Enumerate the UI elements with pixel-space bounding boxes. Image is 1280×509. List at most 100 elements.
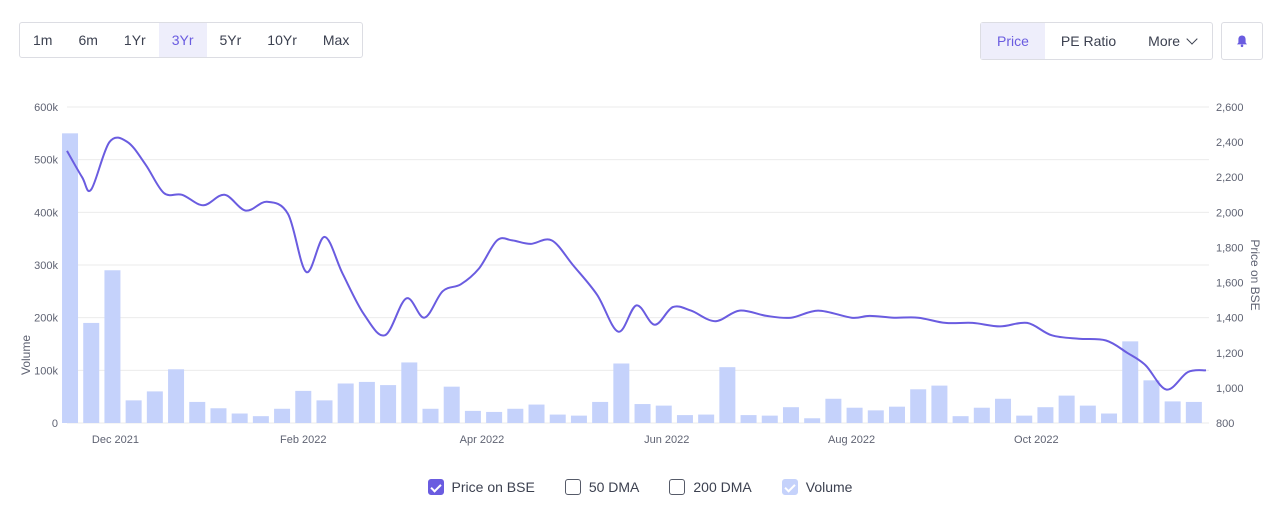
volume-bar [231,413,248,423]
more-label: More [1148,33,1181,49]
y-right-tick-label: 2,600 [1216,102,1244,114]
range-1yr-button[interactable]: 1Yr [123,32,146,48]
volume-bar [995,398,1012,423]
volume-bar [1079,405,1096,423]
volume-bar [401,362,418,423]
y-right-tick-label: 1,800 [1216,242,1244,254]
y-right-tick-label: 1,200 [1216,348,1244,360]
y-left-axis-label: Volume [19,335,33,375]
range-3yr-button[interactable]: 3Yr [158,23,207,57]
range-1m-button[interactable]: 1m [33,32,53,48]
volume-axis: 0 100k 200k 300k 400k 500k 600k [34,102,58,430]
legend-200-dma[interactable]: 200 DMA [669,479,752,495]
volume-bar [719,367,736,423]
x-tick-label: Apr 2022 [460,434,505,446]
price-axis: 800 1,000 1,200 1,400 1,600 1,800 2,000 2,200 2,… [1216,102,1244,430]
bell-icon [1237,35,1247,48]
y-right-tick-label: 800 [1216,418,1234,430]
volume-bar [570,415,587,423]
volume-bar [358,381,375,423]
volume-bar [210,408,227,423]
volume-bar [1122,341,1139,423]
volume-bar [1016,415,1033,423]
range-max-button[interactable]: Max [322,32,350,48]
volume-bar [931,385,948,423]
dma200-checkbox[interactable] [669,479,686,495]
volume-bar [337,383,354,423]
y-left-tick-label: 200k [34,313,58,325]
volume-checkbox[interactable] [781,479,798,495]
volume-bar [973,407,990,423]
volume-bar [825,398,842,423]
range-5yr-button[interactable]: 5Yr [219,32,242,48]
y-right-tick-label: 2,000 [1216,207,1244,219]
volume-bar [189,401,206,423]
volume-bar [528,404,545,423]
volume-bar [443,386,460,423]
legend-label: 200 DMA [693,479,752,495]
volume-bar [804,418,821,423]
volume-bar [1101,413,1118,423]
volume-bar [1185,401,1202,423]
volume-bar [761,415,778,423]
price-volume-chart: 0 100k 200k 300k 400k 500k 600k 800 1,000 1,200 1… [19,102,1262,446]
volume-bar [1164,401,1181,423]
volume-bar [867,410,884,423]
y-left-tick-label: 300k [34,260,58,272]
x-tick-label: Aug 2022 [828,434,875,446]
volume-bar [782,407,799,423]
legend-label: Volume [805,479,853,495]
price-line [66,136,1207,391]
y-right-tick-label: 1,000 [1216,383,1244,395]
volume-bar [740,415,757,423]
range-6m-button[interactable]: 6m [78,32,98,48]
date-axis: Dec 2021 Feb 2022 Apr 2022 Jun 2022 Aug 2022… [92,434,1059,446]
volume-bar [422,408,439,423]
volume-bar [655,405,672,423]
legend-50-dma[interactable]: 50 DMA [564,479,640,495]
volume-bar [698,414,715,423]
volume-bar [486,411,503,423]
price-tab[interactable]: Price [981,23,1045,59]
range-10yr-button[interactable]: 10Yr [267,32,297,48]
y-left-tick-label: 100k [34,365,58,377]
volume-bar [634,404,651,423]
y-right-tick-label: 2,200 [1216,172,1244,184]
price-alert-button[interactable] [1221,22,1263,60]
volume-bar [104,270,121,423]
dma50-checkbox[interactable] [564,479,581,495]
volume-bar [507,408,524,423]
price-checkbox[interactable] [427,479,444,495]
volume-bar [592,401,609,423]
pe-ratio-tab[interactable]: PE Ratio [1060,33,1117,49]
volume-bar [62,133,79,424]
volume-bar [464,410,481,423]
volume-bar [1058,395,1075,423]
volume-bar [888,406,905,423]
volume-bar [168,369,185,423]
legend-label: Price on BSE [451,479,535,495]
y-right-axis-label: Price on BSE [1248,239,1262,310]
volume-bar [1037,407,1054,423]
volume-bar [676,415,693,423]
y-left-tick-label: 600k [34,102,58,114]
legend-label: 50 DMA [588,479,640,495]
grid [67,106,1209,424]
volume-bar [380,385,397,423]
chart-legend: Price on BSE 50 DMA 200 DMA Volume [0,476,1280,498]
volume-bar [295,390,312,423]
y-left-tick-label: 400k [34,207,58,219]
legend-price-on-bse[interactable]: Price on BSE [427,479,535,495]
more-dropdown[interactable]: More [1132,23,1212,59]
legend-volume[interactable]: Volume [781,479,853,495]
chevron-down-icon [1186,33,1198,45]
volume-bar [613,363,630,423]
volume-bar [252,416,269,423]
volume-bar [1143,380,1160,423]
volume-bar [846,407,863,423]
volume-bar [910,389,927,423]
price-line-layer [66,136,1207,391]
volume-bar [952,416,969,423]
volume-bar [125,400,142,423]
y-right-tick-label: 2,400 [1216,137,1244,149]
